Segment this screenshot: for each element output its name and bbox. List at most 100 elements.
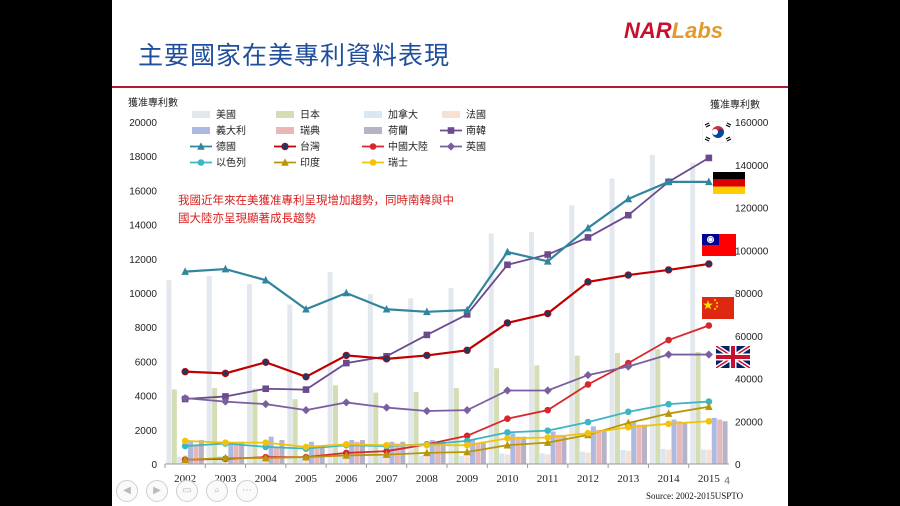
bar-e7be8ee59c8b-2005 — [287, 304, 293, 464]
legend-label: 以色列 — [216, 156, 246, 169]
legend-label: 德國 — [216, 140, 236, 153]
legend-swatch — [276, 111, 294, 118]
y-right-tick-label: 40000 — [735, 375, 763, 386]
y-left-tick-label: 6000 — [135, 357, 158, 368]
legend-swatch-marker — [197, 159, 205, 166]
back-icon[interactable]: ◀ — [116, 480, 138, 502]
x-tick-label: 2012 — [577, 473, 599, 485]
bar-e697a5e69cac-2008 — [413, 391, 419, 464]
legend-label: 英國 — [466, 140, 486, 153]
point-e88bb1e59c8b-2005 — [301, 406, 311, 415]
legend-item-e88bb1e59c8b: 英國 — [440, 140, 486, 153]
y-left-tick-label: 12000 — [129, 255, 157, 266]
legend-swatch — [192, 111, 210, 118]
point-e7919ee5a3ab-2015 — [705, 417, 713, 425]
bar-e58aa0e68bbfe5a4a7-2008 — [418, 455, 424, 464]
bar-e88db7e898ad-2004 — [279, 440, 285, 464]
bar-e7919ee585b8-2012 — [596, 429, 602, 464]
y-left-axis-title: 獲准專利數 — [128, 96, 178, 109]
x-tick-label: 2014 — [658, 473, 681, 485]
bar-e6b395e59c8b-2009 — [464, 456, 470, 464]
y-left-tick-label: 16000 — [129, 186, 157, 197]
more-icon[interactable]: ⋯ — [236, 480, 258, 502]
legend-label: 南韓 — [466, 124, 486, 137]
bar-e7919ee585b8-2013 — [636, 424, 642, 464]
point-e7919ee5a3ab-2007 — [383, 441, 390, 449]
bar-e697a5e69cac-2012 — [574, 355, 580, 464]
bar-e6b395e59c8b-2015 — [706, 449, 712, 464]
bar-e7be8ee59c8b-2013 — [609, 178, 615, 464]
point-e58db0e5baa6-2013 — [624, 418, 633, 427]
y-right-tick-label: 20000 — [735, 417, 763, 428]
legend-swatch-marker — [281, 158, 289, 166]
bar-e7bea9e5a4a7e588a9-2011 — [550, 431, 556, 464]
legend-item-e88db7e898ad: 荷蘭 — [364, 124, 408, 137]
legend-label: 瑞典 — [300, 124, 320, 137]
y-right-axis-title: 獲准專利數 — [710, 98, 760, 111]
point-e58d97e99f93-2005 — [302, 386, 310, 393]
bar-e7919ee585b8-2009 — [475, 443, 481, 464]
point-e5beb7e59c8b-2012 — [584, 223, 592, 232]
point-e58db0e5baa6-2008 — [423, 448, 431, 457]
legend-item-e4bba5e889b2e58897: 以色列 — [190, 156, 246, 169]
bar-e88db7e898ad-2015 — [722, 421, 728, 464]
flag-uk-icon — [716, 346, 750, 368]
bar-e6b395e59c8b-2007 — [384, 456, 390, 464]
point-e58db0e5baa6-2009 — [463, 447, 471, 456]
point-e5beb7e59c8b-2006 — [342, 288, 351, 297]
legend-label: 法國 — [466, 108, 486, 121]
bar-e7be8ee59c8b-2003 — [206, 276, 212, 464]
bar-e6b395e59c8b-2005 — [303, 457, 309, 464]
title-rule — [112, 86, 788, 88]
legend-swatch-marker — [281, 142, 289, 151]
bar-e697a5e69cac-2006 — [332, 385, 338, 464]
line-layer — [181, 154, 713, 464]
point-e58db0e5baa6-2002 — [181, 455, 189, 464]
bar-e697a5e69cac-2004 — [252, 388, 258, 464]
point-e4b8ade59c8be5a4a7e999b8-2014 — [665, 336, 672, 344]
point-e58fb0e781a3-2010 — [503, 319, 512, 327]
bar-e7be8ee59c8b-2011 — [529, 231, 535, 464]
legend-label: 日本 — [300, 108, 320, 121]
legend-swatch — [192, 127, 210, 134]
bar-e88db7e898ad-2013 — [641, 424, 647, 464]
bar-e7919ee585b8-2003 — [233, 445, 239, 464]
bar-e58aa0e68bbfe5a4a7-2011 — [539, 453, 545, 464]
bar-e7be8ee59c8b-2006 — [327, 272, 333, 464]
bar-e58aa0e68bbfe5a4a7-2006 — [338, 456, 344, 464]
x-tick-label: 2010 — [496, 473, 519, 485]
point-e58fb0e781a3-2013 — [624, 271, 632, 279]
bar-e7919ee585b8-2011 — [556, 434, 562, 464]
legend-item-e4b8ade59c8be5a4a7e999b8: 中國大陸 — [362, 140, 428, 153]
bar-e7919ee585b8-2004 — [274, 446, 280, 464]
legend-label: 中國大陸 — [388, 140, 428, 153]
point-e58db0e5baa6-2007 — [382, 450, 391, 458]
point-e7919ee5a3ab-2011 — [544, 434, 552, 441]
bar-e58aa0e68bbfe5a4a7-2003 — [217, 456, 223, 464]
bar-e7919ee585b8-2010 — [515, 436, 521, 464]
y-right-tick-label: 60000 — [735, 332, 763, 343]
point-e58db0e5baa6-2014 — [664, 409, 673, 417]
point-e58d97e99f93-2009 — [463, 311, 471, 318]
line-e7919ee5a3ab — [185, 420, 709, 448]
point-e7919ee5a3ab-2002 — [181, 437, 189, 445]
point-e4b8ade59c8be5a4a7e999b8-2009 — [463, 432, 471, 440]
notes-icon[interactable]: ▭ — [176, 480, 198, 502]
bar-e88db7e898ad-2009 — [480, 441, 486, 464]
legend-item-e58d97e99f93: 南韓 — [440, 124, 486, 137]
y-right-tick-label: 140000 — [735, 161, 769, 172]
x-tick-label: 2011 — [537, 473, 559, 485]
point-e4bba5e889b2e58897-2013 — [624, 408, 632, 416]
point-e58fb0e781a3-2014 — [664, 266, 673, 274]
bar-e7bea9e5a4a7e588a9-2010 — [510, 433, 516, 464]
point-e58d97e99f93-2015 — [705, 154, 713, 162]
point-e7919ee5a3ab-2013 — [624, 423, 632, 431]
zoom-icon[interactable]: ⌕ — [206, 480, 228, 502]
narlabs-logo: NARLabs — [624, 18, 723, 44]
forward-icon[interactable]: ▶ — [146, 480, 168, 502]
bar-e697a5e69cac-2005 — [292, 399, 298, 464]
point-e7919ee5a3ab-2005 — [302, 443, 310, 451]
legend-item-e7be8ee59c8b: 美國 — [192, 108, 236, 121]
point-e5beb7e59c8b-2004 — [261, 275, 270, 284]
